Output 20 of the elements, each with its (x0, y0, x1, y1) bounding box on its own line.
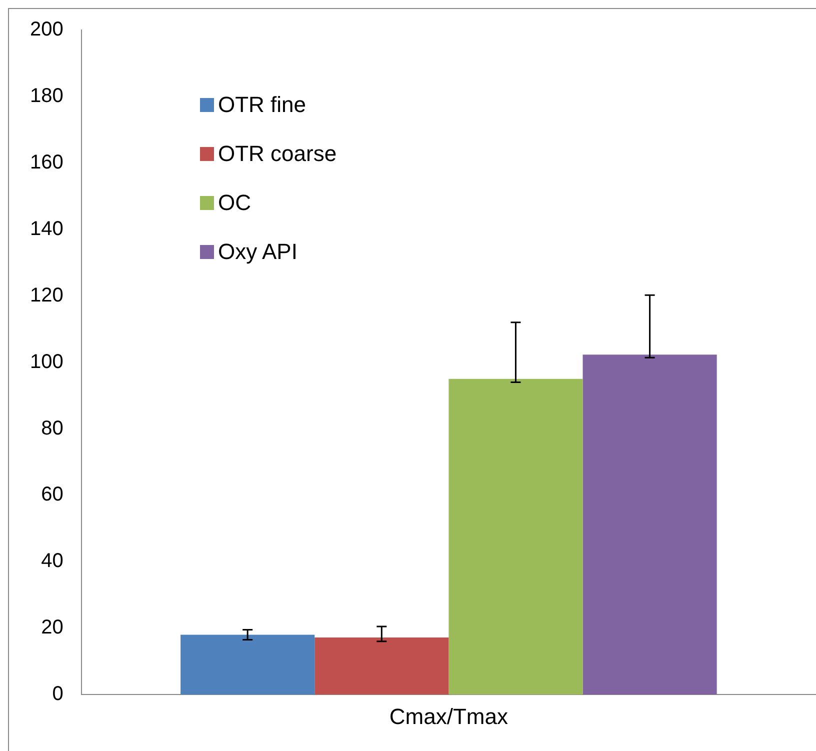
y-tick-label: 200 (30, 18, 64, 41)
y-tick-label: 100 (30, 350, 64, 373)
y-tick-label: 80 (41, 417, 64, 440)
legend-label: OC (218, 190, 251, 216)
y-tick-label: 40 (41, 550, 64, 572)
legend-label: Oxy API (218, 238, 298, 264)
legend-label: OTR fine (218, 92, 306, 118)
y-tick-label: 60 (41, 484, 64, 506)
bar (448, 378, 583, 695)
bar (582, 354, 717, 695)
y-tick-label: 180 (30, 84, 64, 107)
y-tick-label: 140 (30, 218, 64, 240)
bar (180, 634, 315, 695)
y-tick-label: 120 (30, 284, 64, 306)
y-tick-label: 20 (41, 616, 64, 639)
y-tick-label: 160 (30, 151, 64, 174)
y-tick-label: 0 (52, 683, 64, 706)
legend-label: OTR coarse (218, 140, 337, 166)
bar (314, 637, 449, 695)
x-tick-label: Cmax/Tmax (389, 704, 508, 729)
